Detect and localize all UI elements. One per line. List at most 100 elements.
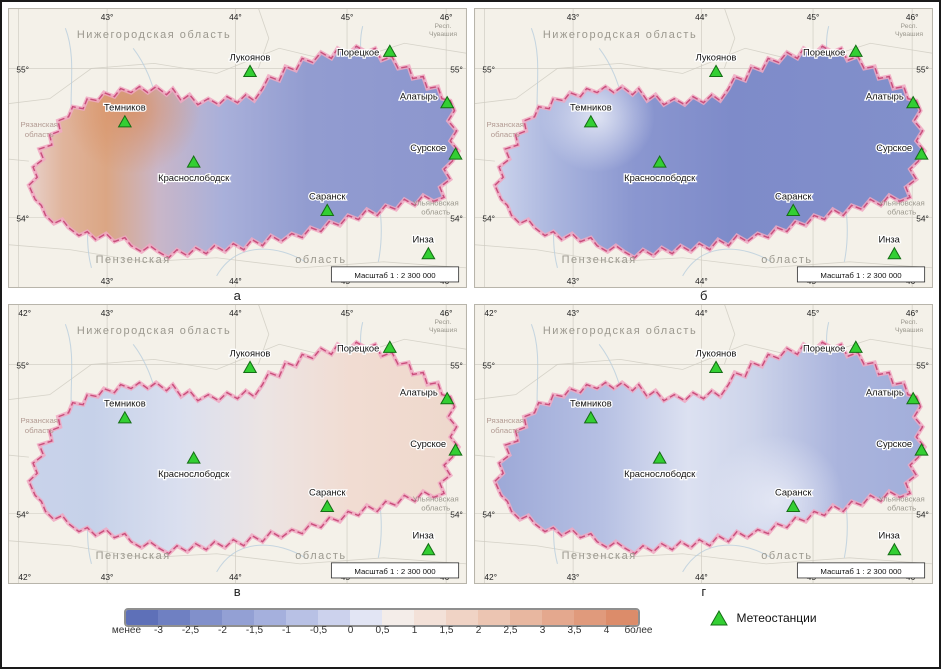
station-label-1: Порецкое	[337, 343, 379, 353]
station-marker-4	[117, 114, 132, 128]
map-b: Нижегородская область Респ.Чувашия Рязанск…	[474, 8, 934, 288]
station-marker-1	[382, 44, 397, 57]
region-outline	[27, 341, 460, 555]
station-legend-label: Метеостанции	[736, 611, 817, 625]
panel-letter-g: г	[701, 584, 707, 599]
legend-color-segment-11	[478, 610, 511, 625]
legend-color-segment-0	[126, 610, 159, 625]
station-marker-0	[709, 64, 724, 77]
area-label-penzenskaya: область	[761, 550, 812, 562]
station-label-0: Лукоянов	[229, 53, 270, 63]
station-marker-7	[887, 542, 902, 556]
boundary-line	[724, 8, 736, 69]
legend-label-8: 0,5	[375, 625, 390, 636]
area-label-ulyanovskaya: Ульяновская	[412, 199, 458, 208]
legend-color-segment-8	[382, 610, 415, 625]
area-label-chuvashia: Чувашия	[895, 31, 923, 38]
station-marker-6	[786, 499, 801, 512]
legend-label-4: -1,5	[245, 625, 264, 636]
lat-tick-right: 55°	[916, 66, 929, 75]
region-anomaly-spot	[495, 46, 925, 258]
scale-text: Масштаб 1 : 2 300 000	[354, 567, 435, 576]
panel-letter-a: а	[233, 288, 241, 303]
lat-tick-right: 55°	[916, 362, 929, 371]
lon-tick-top: 46°	[906, 13, 919, 22]
station-marker-2	[439, 95, 455, 109]
scale-box	[797, 562, 926, 579]
station-label-1: Порецкое	[337, 47, 379, 57]
panel-g: Нижегородская область Респ. Чувашия Рязанск…	[473, 304, 936, 600]
panel-v: Нижегородская область Респ. Чувашия Рязанск…	[6, 304, 469, 600]
area-label-ryazanskaya: область	[25, 426, 54, 435]
station-marker-4	[583, 114, 599, 128]
map-neatline	[7, 304, 467, 584]
station-label-5: Краснослободск	[624, 469, 696, 479]
legend-color-segment-6	[318, 610, 351, 625]
scale-text: Масштаб 1 : 2 300 000	[354, 271, 435, 280]
boundary-line	[474, 540, 934, 565]
legend-color-segment-13	[542, 610, 575, 625]
scale-text: Масштаб 1 : 2 300 000	[821, 271, 902, 280]
lat-tick-right: 54°	[916, 511, 929, 520]
area-label-nizhegorodskaya: Нижегородская область	[543, 325, 697, 337]
lat-tick-right: 55°	[450, 362, 463, 371]
region-anomaly-spot	[28, 46, 459, 258]
area-label-penzenskaya: Пензенская	[562, 254, 637, 266]
area-label-ryazanskaya: область	[491, 426, 520, 435]
station-marker-3	[448, 146, 463, 160]
lon-tick-top: 44°	[695, 309, 708, 318]
area-label-ryazanskaya: область	[491, 130, 520, 139]
area-label-ulyanovskaya: область	[887, 208, 916, 217]
lat-tick-left: 54°	[483, 215, 496, 224]
legend-color-segment-5	[286, 610, 319, 625]
lat-tick-right: 55°	[450, 66, 463, 75]
boundary-line	[7, 244, 467, 269]
station-marker-0	[242, 360, 257, 373]
legend-color-segment-1	[158, 610, 191, 625]
lat-tick-right: 54°	[916, 215, 929, 224]
station-label-3: Сурское	[876, 143, 912, 153]
lat-tick-left: 55°	[483, 66, 496, 75]
map-a: Нижегородская область Респ.Чувашия Рязанск…	[7, 8, 467, 288]
station-label-6: Саранск	[775, 488, 812, 498]
station-marker-7	[421, 542, 436, 556]
station-marker-2	[906, 95, 921, 109]
legend-label-16: более	[624, 625, 653, 636]
area-label-chuvashia: Респ.	[901, 319, 918, 326]
lon-tick-bottom: 43°	[567, 277, 580, 286]
station-marker-0	[709, 360, 724, 373]
lon-tick-top: 45°	[807, 13, 820, 22]
station-label-5: Краснослободск	[158, 173, 230, 183]
boundary-line	[474, 42, 934, 105]
area-label-nizhegorodskaya: Нижегородская область	[543, 29, 697, 41]
station-marker-6	[319, 203, 335, 216]
area-label-nizhegorodskaya: Нижегородская область	[77, 29, 231, 41]
station-label-6: Саранск	[775, 192, 812, 202]
river-line	[215, 248, 306, 277]
river-line	[682, 544, 772, 573]
legend-label-10: 1,5	[439, 625, 454, 636]
station-marker-4	[117, 410, 132, 424]
area-label-ryazanskaya: Рязанская	[487, 120, 525, 129]
station-label-6: Саранск	[309, 488, 346, 498]
scale-box	[330, 266, 459, 283]
scale-box	[330, 562, 459, 579]
lon-tick-bottom: 44°	[695, 573, 708, 582]
station-label-1: Порецкое	[803, 343, 845, 353]
map-neatline	[474, 8, 934, 288]
station-label-1: Порецкое	[803, 47, 845, 57]
station-marker-2	[906, 391, 921, 405]
boundary-line	[724, 304, 736, 365]
river-line	[682, 248, 772, 277]
lat-tick-left: 55°	[483, 362, 496, 371]
lon-tick-bottom: 43°	[567, 573, 580, 582]
lon-tick-top: 46°	[440, 309, 453, 318]
legend-label-1: -3	[154, 625, 163, 636]
legend-color-segment-14	[574, 610, 607, 625]
area-label-ryazanskaya: область	[25, 130, 54, 139]
lat-tick-right: 54°	[450, 511, 463, 520]
lat-tick-right: 54°	[450, 215, 463, 224]
area-label-chuvashia: Респ.	[901, 23, 918, 30]
lon-tick-top: 43°	[567, 13, 580, 22]
